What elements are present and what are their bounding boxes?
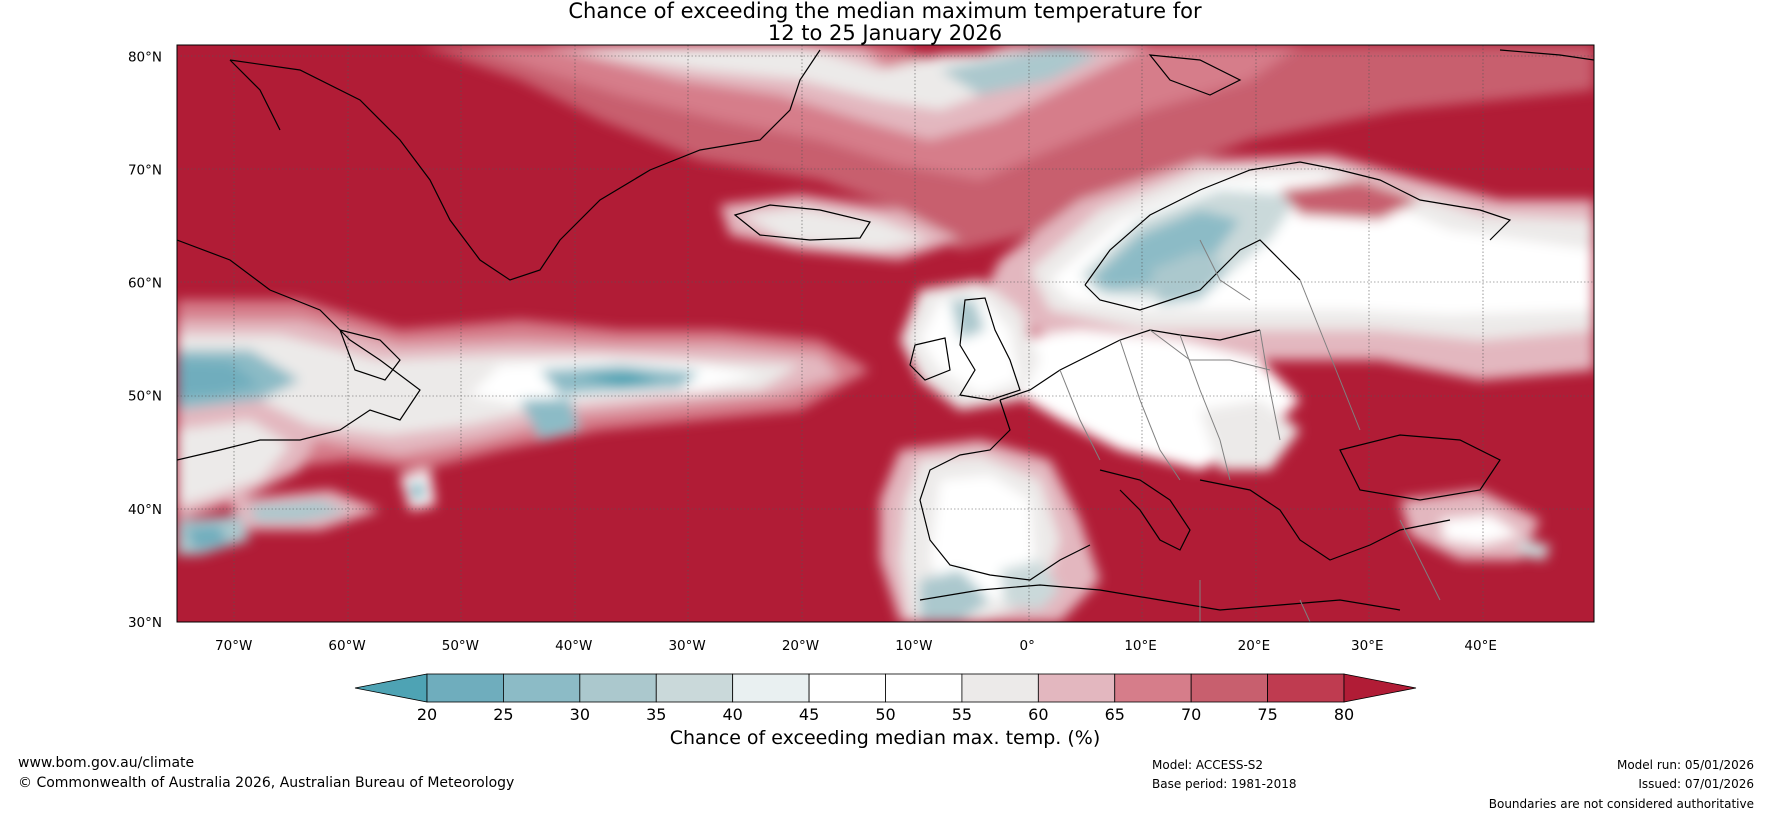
latitude-labels: 80°N 70°N 60°N 50°N 40°N 30°N <box>128 49 162 631</box>
longitude-labels: 70°W 60°W 50°W 40°W 30°W 20°W 10°W 0° 10°E 20°E 30… <box>215 638 1497 654</box>
colorbar-tick-label: 50 <box>875 705 895 724</box>
latitude-label: 30°N <box>128 615 162 631</box>
colorbar-segment <box>1114 673 1192 703</box>
colorbar-segment <box>961 673 1039 703</box>
latitude-label: 70°N <box>128 162 162 178</box>
probability-fields <box>177 45 1594 622</box>
colorbar-segment <box>655 673 734 703</box>
footer-disclaimer: Boundaries are not considered authoritat… <box>1488 797 1754 811</box>
colorbar-tick-label: 65 <box>1105 705 1125 724</box>
longitude-label: 20°W <box>782 638 819 654</box>
gridlines <box>177 45 1594 622</box>
footer-base-period: Base period: 1981-2018 <box>1152 777 1297 791</box>
map-panel <box>177 45 1594 622</box>
colorbar-title: Chance of exceeding median max. temp. (%… <box>669 727 1101 749</box>
colorbar-segment <box>885 673 963 703</box>
colorbar-tick-label: 35 <box>646 705 666 724</box>
footer-model: Model: ACCESS-S2 <box>1152 758 1264 772</box>
longitude-label: 30°E <box>1351 638 1383 654</box>
footer-model-run: Model run: 05/01/2026 <box>1616 758 1754 772</box>
colorbar-tick-label: 70 <box>1181 705 1201 724</box>
colorbar-tick-labels: 20 25 30 35 40 45 50 55 60 65 70 75 80 <box>417 705 1354 724</box>
colorbar-segment <box>808 673 886 703</box>
colorbar-segment <box>503 673 581 703</box>
footer-website: www.bom.gov.au/climate <box>18 755 195 771</box>
colorbar-tick-label: 60 <box>1028 705 1048 724</box>
latitude-label: 40°N <box>128 502 162 518</box>
map-frame <box>176 44 1595 623</box>
longitude-label: 50°W <box>442 638 479 654</box>
colorbar <box>354 673 1417 703</box>
footer-issued: Issued: 07/01/2026 <box>1638 777 1754 791</box>
colorbar-tick-label: 25 <box>493 705 513 724</box>
country-boundaries <box>1059 239 1441 622</box>
colorbar-segment <box>1037 673 1116 703</box>
colorbar-tick-label: 75 <box>1257 705 1277 724</box>
map-title-line2: 12 to 25 January 2026 <box>767 21 1003 45</box>
colorbar-segment <box>1267 673 1345 703</box>
latitude-label: 80°N <box>128 49 162 65</box>
colorbar-extend-high <box>1343 673 1417 703</box>
longitude-label: 70°W <box>215 638 252 654</box>
colorbar-tick-label: 45 <box>799 705 819 724</box>
colorbar-extend-low <box>354 673 428 703</box>
latitude-label: 50°N <box>128 389 162 405</box>
colorbar-segment <box>426 673 504 703</box>
longitude-label: 20°E <box>1238 638 1270 654</box>
longitude-label: 40°W <box>555 638 592 654</box>
colorbar-tick-label: 40 <box>722 705 742 724</box>
colorbar-tick-label: 55 <box>952 705 972 724</box>
colorbar-tick-label: 80 <box>1334 705 1354 724</box>
longitude-label: 0° <box>1020 638 1035 654</box>
colorbar-tick-label: 20 <box>417 705 437 724</box>
coastlines <box>177 49 1594 611</box>
latitude-label: 60°N <box>128 276 162 292</box>
colorbar-segment <box>579 673 657 703</box>
footer-copyright: © Commonwealth of Australia 2026, Austra… <box>18 775 515 791</box>
colorbar-segment <box>1190 673 1268 703</box>
colorbar-tick-label: 30 <box>570 705 590 724</box>
longitude-label: 10°E <box>1124 638 1156 654</box>
longitude-label: 30°W <box>668 638 705 654</box>
longitude-label: 10°W <box>895 638 932 654</box>
map-title-line1: Chance of exceeding the median maximum t… <box>568 0 1202 23</box>
longitude-label: 60°W <box>328 638 365 654</box>
colorbar-segment <box>732 673 810 703</box>
longitude-label: 40°E <box>1464 638 1496 654</box>
